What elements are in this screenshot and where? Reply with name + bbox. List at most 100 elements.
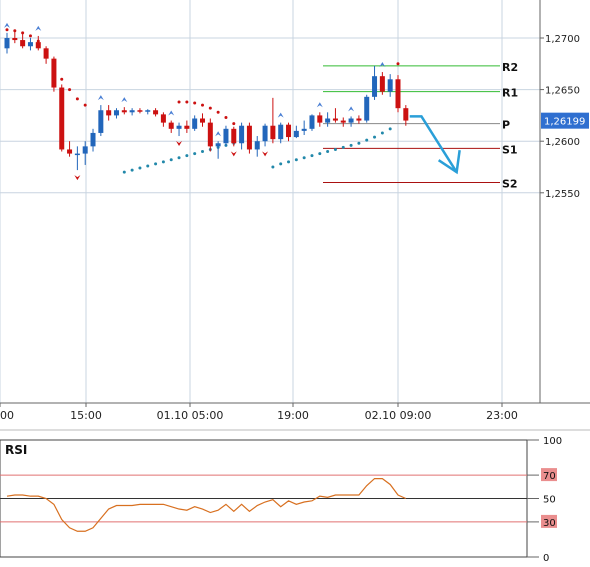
rsi-tick-label: 50 bbox=[543, 495, 556, 506]
sar-dot bbox=[68, 88, 72, 92]
rsi-band-label-bg bbox=[541, 514, 557, 528]
sar-dot bbox=[357, 141, 361, 145]
sar-dot bbox=[318, 152, 322, 156]
time-tick-label: 00 bbox=[0, 409, 14, 422]
candle-body bbox=[403, 108, 409, 121]
fractal-up-marker bbox=[379, 62, 386, 68]
candle-body bbox=[395, 79, 401, 109]
fractal-up-marker bbox=[215, 131, 222, 137]
price-tick-label: 1,2600 bbox=[545, 137, 580, 148]
candle-body bbox=[153, 110, 159, 115]
fractal-up-marker bbox=[316, 102, 323, 108]
sar-dot bbox=[177, 100, 181, 104]
candle-body bbox=[231, 128, 237, 144]
fractal-down-marker bbox=[176, 141, 183, 147]
rsi-tick-label: 70 bbox=[543, 471, 556, 482]
candle-body bbox=[200, 118, 205, 123]
sar-dot bbox=[380, 131, 384, 135]
candle-body bbox=[379, 76, 385, 92]
time-tick-label: 01.10 05:00 bbox=[157, 409, 224, 422]
candle-body bbox=[356, 118, 362, 121]
rsi-title: RSI bbox=[5, 443, 27, 457]
sar-dot bbox=[185, 154, 189, 158]
candle-body bbox=[325, 118, 331, 123]
fractal-up-marker bbox=[35, 25, 42, 31]
sar-dot bbox=[310, 154, 314, 158]
sar-dot bbox=[146, 164, 150, 168]
fractal-down-marker bbox=[74, 175, 81, 181]
fractal-up-marker bbox=[97, 95, 104, 101]
candle-body bbox=[43, 48, 49, 59]
candle-body bbox=[207, 122, 213, 147]
axes: 1,2700 1,2650 1,2600 1,2550 1,26199 00 15:00 01… bbox=[0, 0, 590, 422]
current-price-box bbox=[541, 112, 589, 129]
candle-body bbox=[364, 96, 370, 121]
time-tick-label: 23:00 bbox=[486, 409, 518, 422]
price-tick-label: 1,2650 bbox=[545, 86, 580, 97]
sar-dot bbox=[216, 110, 220, 114]
sar-dot bbox=[169, 158, 173, 162]
sar-dot bbox=[302, 156, 306, 160]
sar-dot bbox=[279, 162, 283, 166]
candle-body bbox=[184, 125, 190, 129]
time-tick-label: 15:00 bbox=[70, 409, 102, 422]
candle-body bbox=[192, 118, 198, 129]
candle-body bbox=[90, 132, 96, 147]
candle-body bbox=[176, 125, 182, 129]
forecast-arrow-head bbox=[437, 149, 461, 175]
pivot-label-s1: S1 bbox=[502, 143, 518, 156]
fractal-down-marker bbox=[262, 151, 269, 157]
sar-dot bbox=[130, 168, 134, 172]
sar-dot bbox=[224, 115, 228, 119]
sar-dot bbox=[201, 150, 204, 154]
sar-dot bbox=[287, 160, 291, 164]
candle-body bbox=[239, 125, 245, 144]
candle-body bbox=[309, 115, 315, 129]
sar-dot bbox=[271, 165, 275, 169]
rsi-tick-label: 0 bbox=[543, 553, 549, 563]
candle-body bbox=[317, 115, 323, 123]
current-price-label: 1,26199 bbox=[544, 117, 585, 128]
sar-dot bbox=[201, 103, 204, 107]
candle-body bbox=[137, 110, 143, 112]
candle-body bbox=[387, 79, 393, 92]
candle-body bbox=[286, 124, 292, 138]
time-tick-label: 02.10 09:00 bbox=[365, 409, 432, 422]
sar-dot bbox=[349, 143, 353, 147]
fractal-up-marker bbox=[4, 22, 10, 28]
price-tick-label: 1,2550 bbox=[545, 189, 580, 200]
sar-dot bbox=[138, 166, 142, 170]
sar-dot bbox=[326, 150, 330, 154]
fractal-up-marker bbox=[168, 110, 175, 116]
candles bbox=[4, 29, 409, 171]
candle-body bbox=[27, 42, 33, 47]
candle-body bbox=[262, 125, 268, 142]
sar-dot bbox=[75, 97, 79, 101]
sar-dot bbox=[294, 158, 298, 162]
fractals bbox=[4, 22, 386, 181]
parabolic-sar bbox=[5, 28, 400, 174]
sar-dot bbox=[396, 62, 400, 66]
candle-body bbox=[51, 58, 57, 88]
sar-dot bbox=[28, 34, 32, 38]
candle-body bbox=[20, 40, 26, 47]
candle-body bbox=[129, 110, 135, 113]
candle-body bbox=[270, 125, 276, 140]
sar-dot bbox=[161, 160, 165, 164]
pivot-label-s2: S2 bbox=[502, 177, 518, 190]
candle-body bbox=[145, 110, 151, 112]
rsi-band-label-bg bbox=[541, 468, 557, 482]
candle-body bbox=[278, 124, 284, 140]
sar-dot bbox=[333, 147, 337, 151]
sar-dot bbox=[373, 135, 377, 139]
sar-dot bbox=[185, 100, 189, 104]
candle-body bbox=[67, 149, 73, 154]
sar-dot bbox=[60, 77, 64, 81]
price-tick-label: 1,2700 bbox=[545, 34, 580, 45]
sar-dot bbox=[154, 162, 158, 166]
candle-body bbox=[98, 110, 104, 133]
forecast-arrow bbox=[409, 115, 461, 175]
sar-dot bbox=[193, 101, 197, 105]
rsi-tick-label: 30 bbox=[543, 518, 556, 529]
fractal-up-marker bbox=[121, 97, 128, 103]
